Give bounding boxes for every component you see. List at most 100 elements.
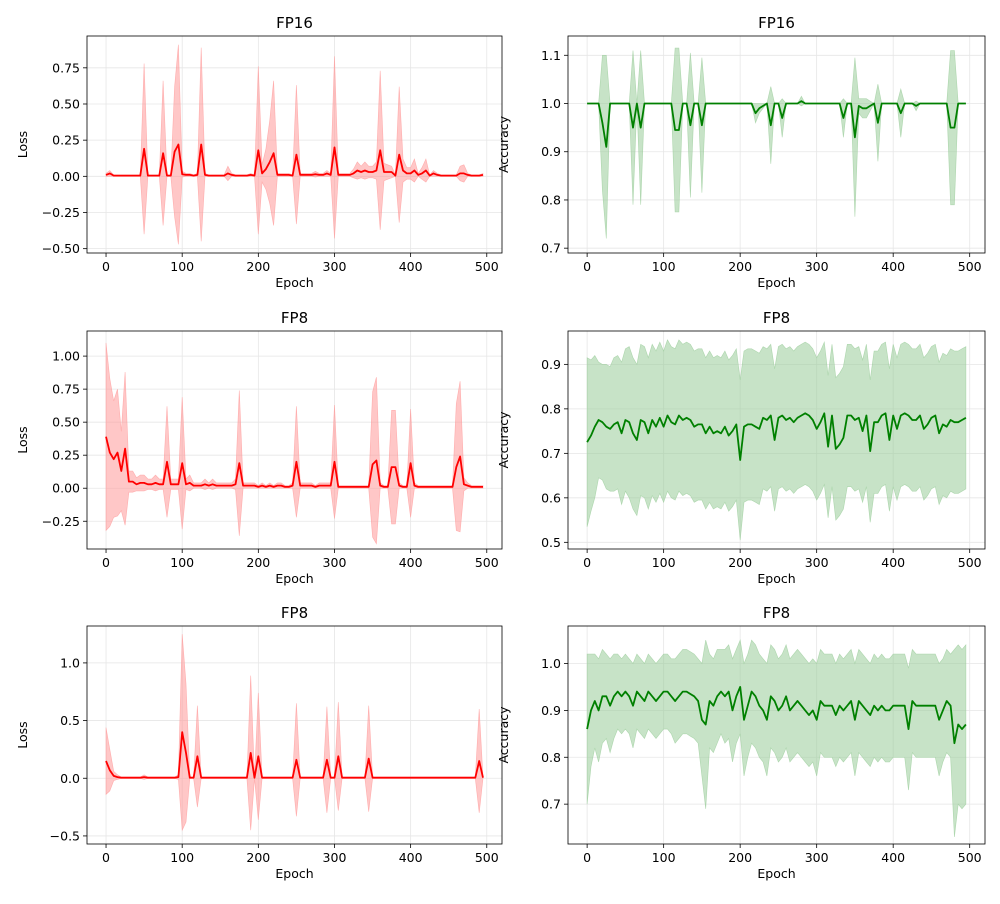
y-tick-label: 0.8 [541,750,561,765]
x-tick-label: 100 [652,259,676,274]
x-axis-label: Epoch [757,866,795,881]
mean-line [105,731,484,779]
chart-panel-3: 0 100 200 300 400 500 −0.25 0.00 0.25 0.50 0.75 1.0… [15,309,503,586]
mean-line [586,686,967,745]
y-axis-label: Loss [15,721,30,748]
y-axis-label: Loss [15,426,30,453]
x-tick-label: 200 [246,850,270,865]
x-axis-label: Epoch [757,571,795,586]
y-tick-label: 0.00 [52,169,80,184]
x-tick-label: 500 [475,259,499,274]
x-tick-label: 0 [102,850,110,865]
x-tick-label: 0 [102,555,110,570]
mean-line [105,436,483,488]
chart-title: FP16 [758,14,795,32]
x-axis-label: Epoch [275,275,313,290]
x-tick-label: 400 [399,555,423,570]
y-tick-label: 0.9 [541,357,561,372]
y-axis-label: Accuracy [496,115,511,173]
y-tick-label: 0.9 [541,703,561,718]
x-tick-label: 500 [475,850,499,865]
x-tick-label: 0 [583,850,591,865]
y-tick-label: 0.0 [60,771,80,786]
y-tick-label: −0.50 [42,241,80,256]
y-axis-label: Accuracy [496,411,511,469]
chart-title: FP8 [281,309,308,327]
y-tick-label: 0.5 [541,535,561,550]
chart-panel-1: 0 100 200 300 400 500 −0.50 −0.25 0.00 0.25 0.50 0.… [15,14,503,290]
x-tick-label: 400 [881,259,905,274]
y-tick-label: 1.0 [541,656,561,671]
x-tick-label: 200 [728,259,752,274]
y-tick-label: 0.75 [52,382,80,397]
x-tick-label: 100 [170,555,194,570]
y-tick-label: 1.0 [541,96,561,111]
y-tick-label: 0.25 [52,133,80,148]
axes-frame [86,625,503,845]
std-band [586,339,967,541]
y-tick-label: −0.5 [50,828,80,843]
x-tick-label: 100 [652,555,676,570]
chart-title: FP8 [281,604,308,622]
x-tick-label: 500 [958,555,982,570]
x-tick-label: 200 [246,259,270,274]
x-tick-label: 400 [399,850,423,865]
y-tick-label: 0.50 [52,96,80,111]
x-axis-label: Epoch [757,275,795,290]
y-tick-label: 0.8 [541,192,561,207]
y-tick-label: 0.00 [52,481,80,496]
x-tick-label: 100 [652,850,676,865]
x-tick-label: 0 [583,259,591,274]
y-tick-label: 0.5 [60,713,80,728]
x-tick-label: 400 [881,555,905,570]
std-band [105,342,484,545]
x-tick-label: 400 [399,259,423,274]
y-tick-label: 0.50 [52,415,80,430]
mean-line [586,412,967,461]
chart-panel-2: 0 100 200 300 400 500 0.7 0.8 0.9 1.0 1.1 FP16 Epoch… [496,14,986,290]
y-tick-label: 0.7 [541,797,561,812]
std-band [105,44,484,245]
x-axis-label: Epoch [275,571,313,586]
x-tick-label: 100 [170,259,194,274]
chart-panel-4: 0 100 200 300 400 500 0.5 0.6 0.7 0.8 0.9 FP8 Epoch A… [496,309,986,586]
axes-frame [86,35,503,254]
y-tick-label: 0.6 [541,490,561,505]
y-tick-label: 1.0 [60,655,80,670]
y-axis-label: Loss [15,131,30,158]
chart-title: FP16 [276,14,313,32]
x-tick-label: 300 [323,850,347,865]
x-tick-label: 500 [958,259,982,274]
x-tick-label: 500 [958,850,982,865]
x-tick-label: 500 [475,555,499,570]
axes-frame [567,330,986,550]
y-tick-label: −0.25 [42,205,80,220]
y-tick-label: 0.9 [541,144,561,159]
std-band [587,47,966,239]
std-band [586,639,967,838]
x-axis-label: Epoch [275,866,313,881]
mean-line [105,143,484,177]
axes-frame [86,330,503,550]
x-tick-label: 0 [102,259,110,274]
y-tick-label: 1.1 [541,48,561,63]
y-tick-label: 0.25 [52,448,80,463]
x-tick-label: 300 [805,555,829,570]
x-tick-label: 300 [805,259,829,274]
chart-panel-6: 0 100 200 300 400 500 0.7 0.8 0.9 1.0 FP8 Epoch Accu… [496,604,986,881]
chart-panel-5: 0 100 200 300 400 500 −0.5 0.0 0.5 1.0 FP8 Epoch Los… [15,604,503,881]
mean-line [587,100,966,148]
x-tick-label: 300 [323,259,347,274]
axes-frame [567,625,986,845]
x-tick-label: 300 [323,555,347,570]
x-tick-label: 300 [805,850,829,865]
y-tick-label: −0.25 [42,514,80,529]
x-tick-label: 100 [170,850,194,865]
chart-title: FP8 [763,604,790,622]
x-tick-label: 200 [728,555,752,570]
x-tick-label: 200 [246,555,270,570]
x-tick-label: 400 [881,850,905,865]
axes-frame [567,35,986,254]
